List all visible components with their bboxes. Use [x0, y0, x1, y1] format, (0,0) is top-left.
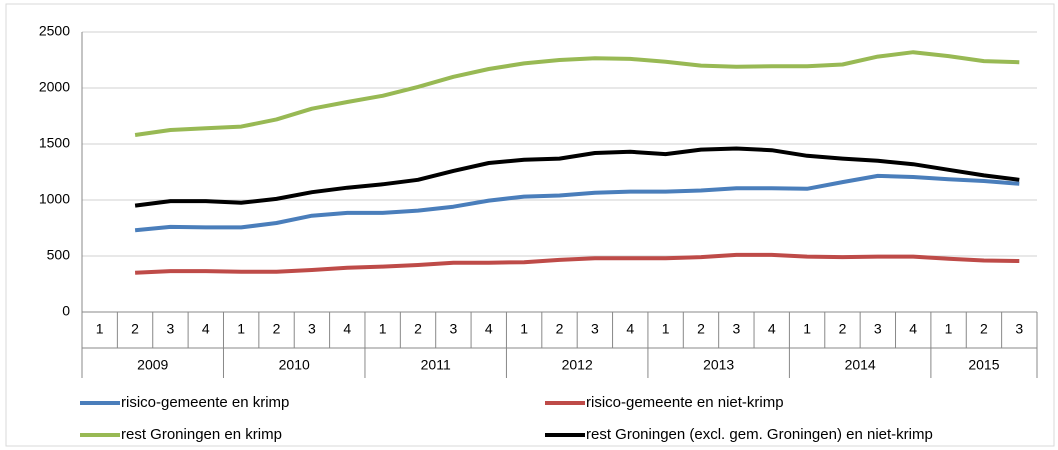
x-tick-label: 2 [980, 321, 988, 337]
x-group-label: 2014 [845, 357, 876, 373]
x-tick-label: 3 [874, 321, 882, 337]
x-tick-label: 4 [485, 321, 493, 337]
x-tick-label: 3 [449, 321, 457, 337]
y-tick-label: 2000 [39, 79, 70, 95]
x-tick-label: 1 [803, 321, 811, 337]
x-group-label: 2015 [968, 357, 999, 373]
x-group-label: 2010 [279, 357, 310, 373]
x-tick-label: 3 [167, 321, 175, 337]
y-tick-label: 2500 [39, 23, 70, 39]
legend-label: rest Groningen en krimp [121, 426, 282, 443]
x-tick-label: 4 [909, 321, 917, 337]
x-group-label: 2009 [137, 357, 168, 373]
x-tick-label: 2 [697, 321, 705, 337]
y-tick-label: 1500 [39, 135, 70, 151]
y-tick-label: 0 [62, 303, 70, 319]
x-group-label: 2013 [703, 357, 734, 373]
x-group-label: 2011 [421, 357, 451, 373]
x-tick-label: 2 [273, 321, 281, 337]
y-tick-label: 1000 [39, 191, 70, 207]
x-group-label: 2012 [562, 357, 593, 373]
x-tick-label: 3 [732, 321, 740, 337]
x-tick-label: 3 [591, 321, 599, 337]
chart-frame [5, 3, 1055, 447]
x-tick-label: 1 [520, 321, 528, 337]
x-tick-label: 1 [96, 321, 104, 337]
x-tick-label: 1 [237, 321, 245, 337]
x-tick-label: 2 [131, 321, 139, 337]
x-tick-label: 4 [626, 321, 634, 337]
x-tick-label: 1 [379, 321, 387, 337]
x-tick-label: 3 [1015, 321, 1023, 337]
x-tick-label: 1 [662, 321, 670, 337]
legend-label: rest Groningen (excl. gem. Groningen) en… [586, 426, 933, 443]
series-line [134, 50, 1020, 137]
x-tick-label: 4 [343, 321, 351, 337]
series-line [135, 252, 1020, 275]
x-tick-label: 2 [839, 321, 847, 337]
x-tick-label: 2 [556, 321, 564, 337]
legend: risico-gemeente en krimp risico-gemeente … [80, 394, 933, 443]
x-tick-label: 1 [945, 321, 953, 337]
y-tick-label: 500 [47, 247, 71, 263]
x-tick-label: 3 [308, 321, 316, 337]
x-tick-label: 2 [414, 321, 422, 337]
legend-label: risico-gemeente en niet-krimp [586, 394, 784, 411]
x-tick-label: 4 [768, 321, 776, 337]
series-line [134, 173, 1020, 233]
x-tick-label: 4 [202, 321, 210, 337]
legend-label: risico-gemeente en krimp [121, 394, 289, 411]
series-line [134, 146, 1020, 208]
